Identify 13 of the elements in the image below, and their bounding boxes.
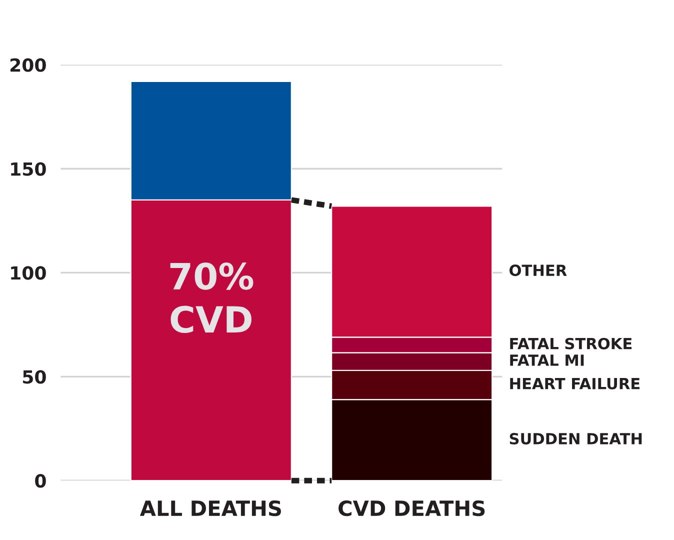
series-label: HEART FAILURE xyxy=(510,378,640,390)
series-label: FATAL MI xyxy=(510,354,584,366)
x-tick-label: CVD DEATHS xyxy=(338,500,485,516)
y-tick-label: 50 xyxy=(23,370,46,384)
series-label: FATAL STROKE xyxy=(510,338,632,350)
y-tick-label: 100 xyxy=(11,266,46,280)
series-label: OTHER xyxy=(510,264,567,276)
y-tick-label: 150 xyxy=(11,162,46,176)
annotation: 70% CVD xyxy=(170,262,254,334)
y-tick-label: 0 xyxy=(35,474,46,488)
series-label: SUDDEN DEATH xyxy=(510,432,642,444)
x-tick-label: ALL DEATHS xyxy=(140,500,281,516)
y-tick-label: 200 xyxy=(10,58,46,72)
